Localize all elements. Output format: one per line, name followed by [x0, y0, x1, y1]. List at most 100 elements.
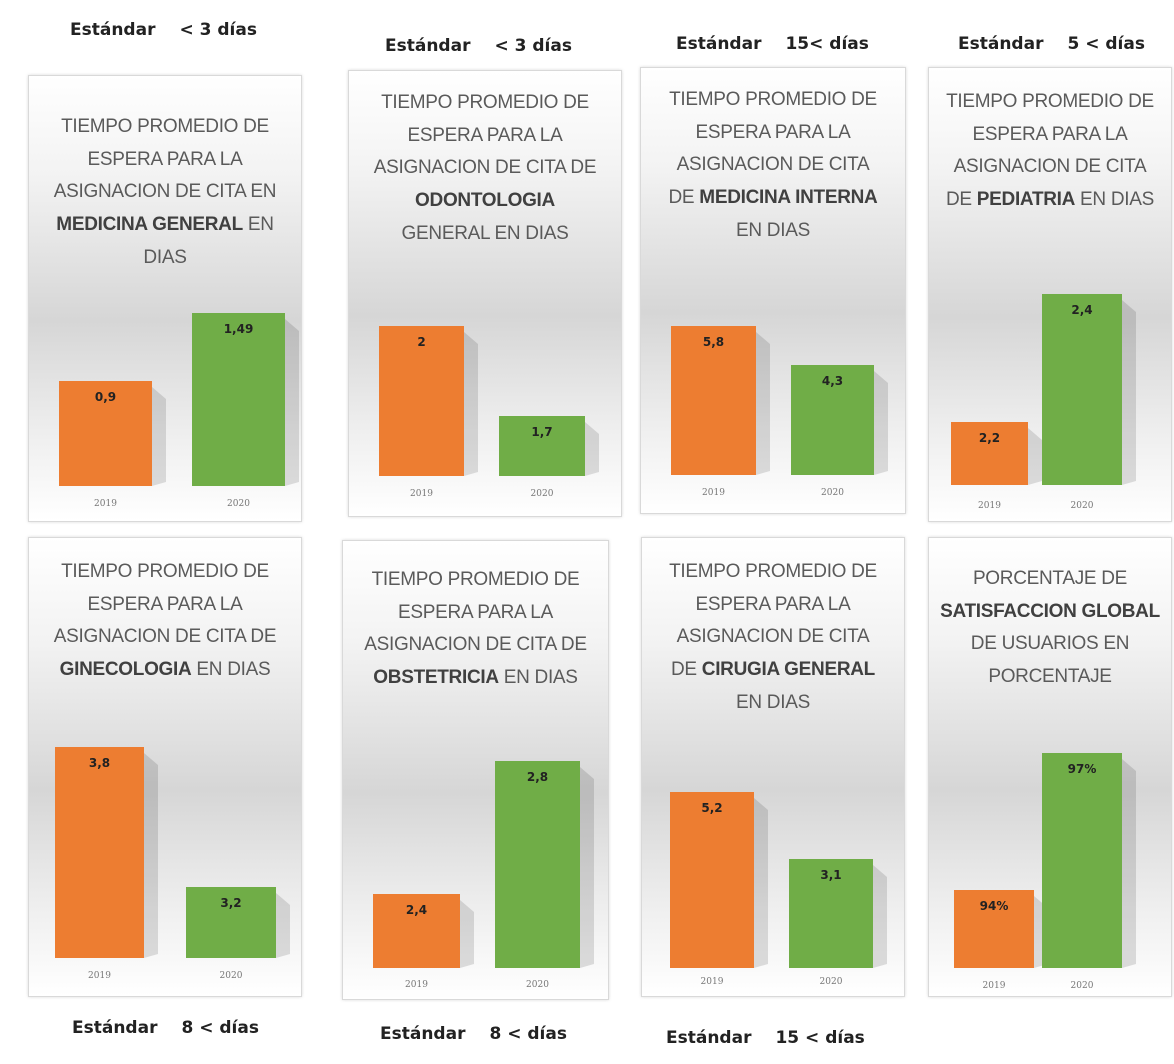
chart-title-text: ESPERA PARA LA [972, 123, 1128, 145]
chart-title-text: ESPERA PARA LA [87, 593, 243, 615]
chart-title-line: MEDICINA GENERAL EN [33, 209, 297, 242]
data-label: 5,8 [703, 335, 724, 349]
bar-chart: 5,8 2019 4,3 2020 [671, 326, 888, 498]
x-tick-label: 2019 [983, 981, 1006, 991]
standard-bottom-3: Estándar 15 < días [666, 1028, 865, 1048]
chart-title-text: DE [668, 187, 700, 209]
chart-title-text: ESPERA PARA LA [87, 148, 243, 170]
bar-chart: 94% 2019 97% 2020 [954, 753, 1136, 991]
x-tick-label: 2019 [88, 971, 111, 981]
bar-shadow [285, 319, 299, 486]
chart-title-text: DE USUARIOS EN [970, 633, 1130, 655]
x-tick-label: 2020 [526, 980, 549, 990]
chart-title: TIEMPO PROMEDIO DE ESPERA PARA LA ASIGNACI… [646, 556, 900, 719]
bar-shadow [152, 387, 166, 486]
chart-title: TIEMPO PROMEDIO DE ESPERA PARA LA ASIGNACI… [645, 84, 901, 247]
standard-bottom-2: Estándar 8 < días [380, 1024, 567, 1044]
bar-2020 [789, 859, 873, 968]
chart-title-line: DE CIRUGIA GENERAL [646, 654, 900, 687]
chart-title-line: ESPERA PARA LA [33, 589, 297, 622]
chart-title-text: TIEMPO PROMEDIO DE [61, 116, 269, 137]
bar-shadow [580, 767, 594, 968]
chart-title-line: ESPERA PARA LA [33, 144, 297, 177]
x-tick-label: 2020 [227, 499, 250, 509]
chart-title: TIEMPO PROMEDIO DE ESPERA PARA LA ASIGNACI… [353, 87, 617, 250]
data-label: 1,7 [531, 425, 552, 439]
standard-value: 8 < días [181, 1018, 259, 1038]
chart-title-emphasis: MEDICINA INTERNA [699, 187, 878, 209]
bar-chart: 5,2 2019 3,1 2020 [670, 792, 887, 987]
chart-title-line: PORCENTAJE [933, 661, 1167, 694]
chart-title-line: PORCENTAJE DE [933, 563, 1167, 596]
x-tick-label: 2020 [220, 971, 243, 981]
chart-title-text: EN DIAS [191, 659, 271, 681]
bar-shadow [1028, 428, 1042, 485]
standard-label: Estándar [385, 36, 471, 56]
chart-title-line: GENERAL EN DIAS [353, 218, 617, 251]
chart-title-line: TIEMPO PROMEDIO DE [33, 556, 297, 589]
chart-title-line: ASIGNACION DE CITA DE [33, 621, 297, 654]
x-tick-label: 2019 [94, 499, 117, 509]
chart-title-text: ASIGNACION DE CITA DE [373, 157, 597, 179]
chart-title-text: TIEMPO PROMEDIO DE [381, 92, 589, 113]
data-label: 97% [1068, 762, 1097, 776]
bar-2020 [192, 313, 285, 486]
chart-title-line: TIEMPO PROMEDIO DE [353, 87, 617, 120]
x-tick-label: 2020 [1071, 981, 1094, 991]
chart-card-satisfaccion: PORCENTAJE DE SATISFACCION GLOBAL DE USUAR… [928, 537, 1172, 997]
chart-title-text: PORCENTAJE [988, 666, 1112, 688]
bar-chart: 2,2 2019 2,4 2020 [951, 294, 1136, 511]
chart-title-emphasis: CIRUGIA GENERAL [701, 659, 876, 681]
x-tick-label: 2019 [701, 977, 724, 987]
bar-2020 [186, 887, 276, 958]
standard-bottom-1: Estándar 8 < días [72, 1018, 259, 1038]
chart-title-line: DE PEDIATRIA EN DIAS [933, 184, 1167, 217]
bar-shadow [460, 900, 474, 968]
standard-value: 8 < días [489, 1024, 567, 1044]
chart-title-line: ASIGNACION DE CITA DE [353, 152, 617, 185]
chart-title-text: DE [671, 659, 702, 681]
chart-card-ginecologia: TIEMPO PROMEDIO DE ESPERA PARA LA ASIGNACI… [28, 537, 302, 997]
bar-2019 [954, 890, 1034, 968]
data-label: 4,3 [822, 374, 843, 388]
bar-shadow [874, 371, 888, 475]
chart-title-line: ESPERA PARA LA [347, 597, 604, 630]
x-tick-label: 2019 [410, 489, 433, 499]
chart-title: TIEMPO PROMEDIO DE ESPERA PARA LA ASIGNACI… [33, 556, 297, 687]
chart-title-emphasis: GINECOLOGIA [59, 659, 192, 681]
chart-title-line: ESPERA PARA LA [646, 589, 900, 622]
x-tick-label: 2020 [821, 488, 844, 498]
bar-shadow [276, 893, 290, 958]
chart-title-text: ASIGNACION DE CITA DE [53, 626, 277, 648]
chart-title-text: EN DIAS [736, 691, 810, 713]
standard-value: 5 < días [1067, 34, 1145, 54]
chart-title-text: ESPERA PARA LA [407, 124, 563, 146]
chart-title-line: OBSTETRICIA EN DIAS [347, 662, 604, 695]
chart-title-text: GENERAL EN DIAS [401, 222, 569, 244]
chart-title-text: EN [242, 214, 274, 236]
bar-shadow [464, 332, 478, 476]
chart-card-obstetricia: TIEMPO PROMEDIO DE ESPERA PARA LA ASIGNACI… [342, 540, 609, 1000]
bar-2020 [1042, 294, 1122, 485]
bar-2019 [59, 381, 152, 486]
chart-title-text: DE [946, 189, 977, 211]
chart-title-line: TIEMPO PROMEDIO DE [933, 86, 1167, 119]
chart-title-line: TIEMPO PROMEDIO DE [645, 84, 901, 117]
standard-label: Estándar [676, 34, 762, 54]
chart-title-text: ESPERA PARA LA [695, 121, 851, 143]
chart-title-line: ESPERA PARA LA [933, 119, 1167, 152]
chart-title-text: ESPERA PARA LA [695, 593, 851, 615]
standard-top-3: Estándar 15< días [676, 34, 869, 54]
chart-card-medicina-general: TIEMPO PROMEDIO DE ESPERA PARA LA ASIGNACI… [28, 75, 302, 522]
chart-title-text: EN DIAS [1075, 189, 1154, 211]
data-label: 0,9 [95, 390, 116, 404]
chart-title-emphasis: OBSTETRICIA [373, 667, 499, 689]
chart-title-line: EN DIAS [646, 687, 900, 720]
standard-label: Estándar [666, 1028, 752, 1048]
chart-title-text: ASIGNACION DE CITA [676, 154, 870, 176]
chart-title-line: ESPERA PARA LA [353, 120, 617, 153]
x-tick-label: 2019 [702, 488, 725, 498]
chart-title-text: EN DIAS [736, 219, 810, 241]
chart-title-line: ASIGNACION DE CITA EN [33, 176, 297, 209]
standard-value: < 3 días [179, 20, 257, 40]
